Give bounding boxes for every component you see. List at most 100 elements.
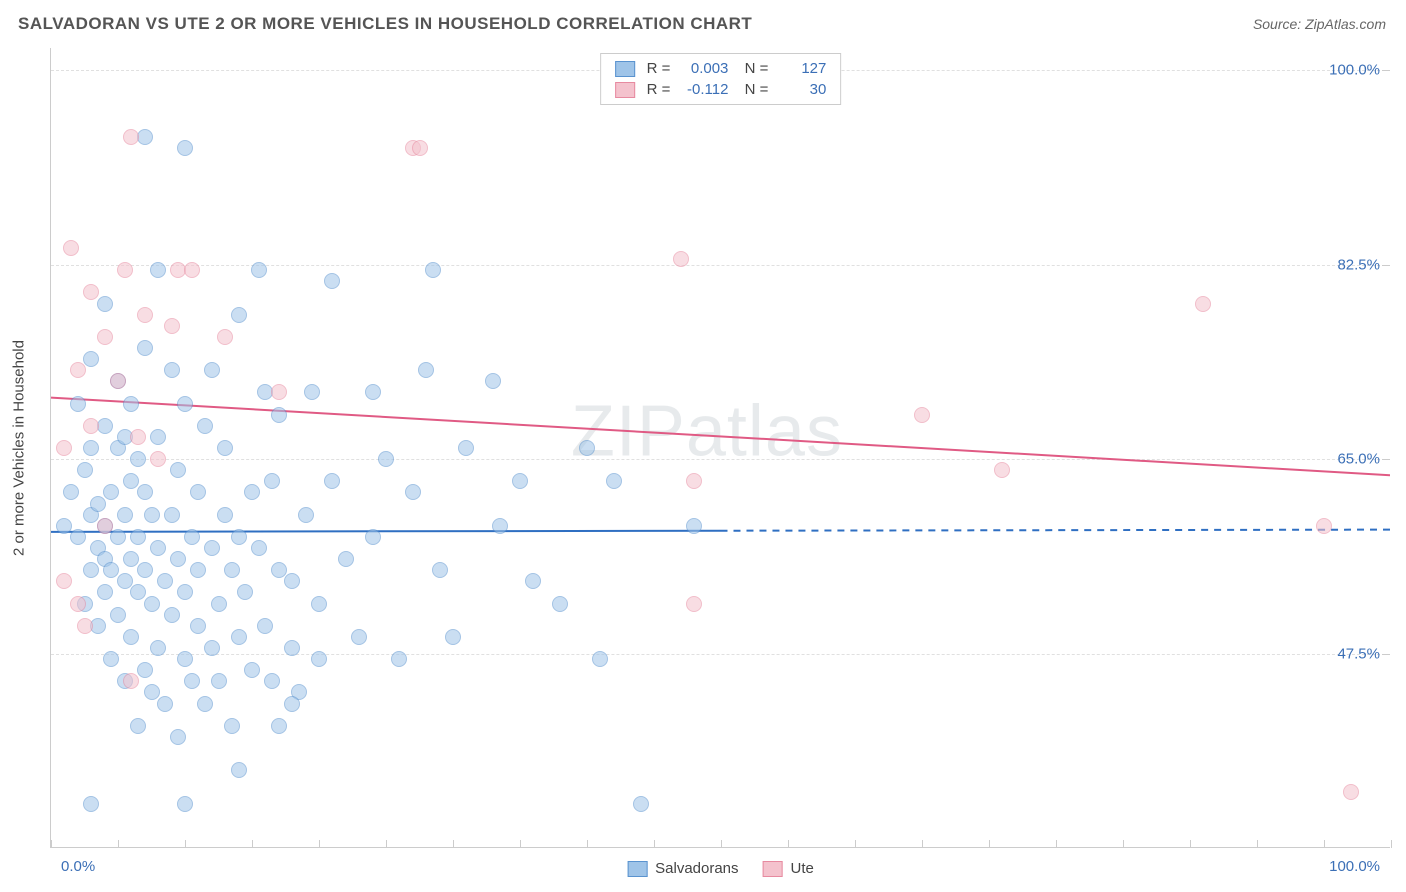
data-point-ute <box>123 129 139 145</box>
data-point-ute <box>70 596 86 612</box>
data-point-salvadorans <box>137 484 153 500</box>
data-point-ute <box>97 518 113 534</box>
y-tick-label: 100.0% <box>1329 62 1380 79</box>
x-axis-min-label: 0.0% <box>61 858 95 875</box>
data-point-ute <box>412 140 428 156</box>
data-point-salvadorans <box>177 396 193 412</box>
data-point-salvadorans <box>70 529 86 545</box>
x-tick <box>1190 840 1191 848</box>
data-point-ute <box>77 618 93 634</box>
data-point-salvadorans <box>144 684 160 700</box>
data-point-salvadorans <box>197 418 213 434</box>
data-point-salvadorans <box>418 362 434 378</box>
data-point-salvadorans <box>686 518 702 534</box>
correlation-legend: R =0.003 N =127 R =-0.112 N =30 <box>600 53 842 105</box>
y-tick-label: 82.5% <box>1337 256 1380 273</box>
data-point-salvadorans <box>633 796 649 812</box>
data-point-salvadorans <box>123 396 139 412</box>
data-point-salvadorans <box>231 762 247 778</box>
data-point-ute <box>117 262 133 278</box>
data-point-ute <box>150 451 166 467</box>
x-tick <box>51 840 52 848</box>
data-point-salvadorans <box>190 484 206 500</box>
data-point-salvadorans <box>552 596 568 612</box>
data-point-salvadorans <box>137 562 153 578</box>
data-point-salvadorans <box>83 562 99 578</box>
data-point-salvadorans <box>110 607 126 623</box>
data-point-salvadorans <box>184 673 200 689</box>
data-point-salvadorans <box>311 596 327 612</box>
data-point-salvadorans <box>324 473 340 489</box>
data-point-ute <box>70 362 86 378</box>
data-point-salvadorans <box>117 573 133 589</box>
x-tick <box>118 840 119 848</box>
swatch-ute <box>615 82 635 98</box>
data-point-salvadorans <box>458 440 474 456</box>
x-tick <box>1257 840 1258 848</box>
legend-row-ute: R =-0.112 N =30 <box>601 79 841 100</box>
x-axis-max-label: 100.0% <box>1329 858 1380 875</box>
x-tick <box>922 840 923 848</box>
data-point-salvadorans <box>137 662 153 678</box>
data-point-salvadorans <box>150 540 166 556</box>
data-point-salvadorans <box>592 651 608 667</box>
data-point-salvadorans <box>204 540 220 556</box>
data-point-ute <box>1195 296 1211 312</box>
data-point-salvadorans <box>170 551 186 567</box>
data-point-salvadorans <box>525 573 541 589</box>
data-point-salvadorans <box>264 673 280 689</box>
data-point-salvadorans <box>144 596 160 612</box>
data-point-salvadorans <box>271 407 287 423</box>
data-point-ute <box>56 573 72 589</box>
x-tick <box>989 840 990 848</box>
data-point-salvadorans <box>485 373 501 389</box>
data-point-salvadorans <box>144 507 160 523</box>
chart-title: SALVADORAN VS UTE 2 OR MORE VEHICLES IN … <box>18 14 752 34</box>
data-point-salvadorans <box>231 307 247 323</box>
data-point-salvadorans <box>150 262 166 278</box>
data-point-salvadorans <box>217 507 233 523</box>
data-point-salvadorans <box>365 529 381 545</box>
data-point-salvadorans <box>579 440 595 456</box>
data-point-ute <box>686 596 702 612</box>
legend-row-salvadorans: R =0.003 N =127 <box>601 58 841 79</box>
x-tick <box>520 840 521 848</box>
x-tick <box>788 840 789 848</box>
legend-item-salvadorans: Salvadorans <box>627 860 738 877</box>
swatch-ute-bottom <box>763 861 783 877</box>
source-credit: Source: ZipAtlas.com <box>1253 16 1386 32</box>
data-point-ute <box>110 373 126 389</box>
gridline <box>51 654 1390 655</box>
data-point-salvadorans <box>304 384 320 400</box>
data-point-salvadorans <box>244 662 260 678</box>
data-point-salvadorans <box>123 551 139 567</box>
data-point-salvadorans <box>271 562 287 578</box>
data-point-salvadorans <box>164 507 180 523</box>
data-point-salvadorans <box>103 562 119 578</box>
data-point-salvadorans <box>311 651 327 667</box>
data-point-salvadorans <box>231 529 247 545</box>
data-point-salvadorans <box>110 529 126 545</box>
data-point-ute <box>83 418 99 434</box>
data-point-salvadorans <box>351 629 367 645</box>
data-point-salvadorans <box>56 518 72 534</box>
data-point-salvadorans <box>512 473 528 489</box>
data-point-salvadorans <box>157 573 173 589</box>
data-point-salvadorans <box>164 362 180 378</box>
x-tick <box>1391 840 1392 848</box>
data-point-salvadorans <box>83 796 99 812</box>
data-point-salvadorans <box>164 607 180 623</box>
data-point-salvadorans <box>177 140 193 156</box>
data-point-salvadorans <box>184 529 200 545</box>
data-point-salvadorans <box>445 629 461 645</box>
data-point-salvadorans <box>103 484 119 500</box>
x-tick <box>1324 840 1325 848</box>
data-point-salvadorans <box>97 584 113 600</box>
swatch-salvadorans <box>615 61 635 77</box>
y-tick-label: 47.5% <box>1337 645 1380 662</box>
data-point-salvadorans <box>197 696 213 712</box>
data-point-salvadorans <box>204 640 220 656</box>
trendline-dashed <box>721 530 1391 531</box>
data-point-salvadorans <box>271 718 287 734</box>
data-point-salvadorans <box>117 507 133 523</box>
